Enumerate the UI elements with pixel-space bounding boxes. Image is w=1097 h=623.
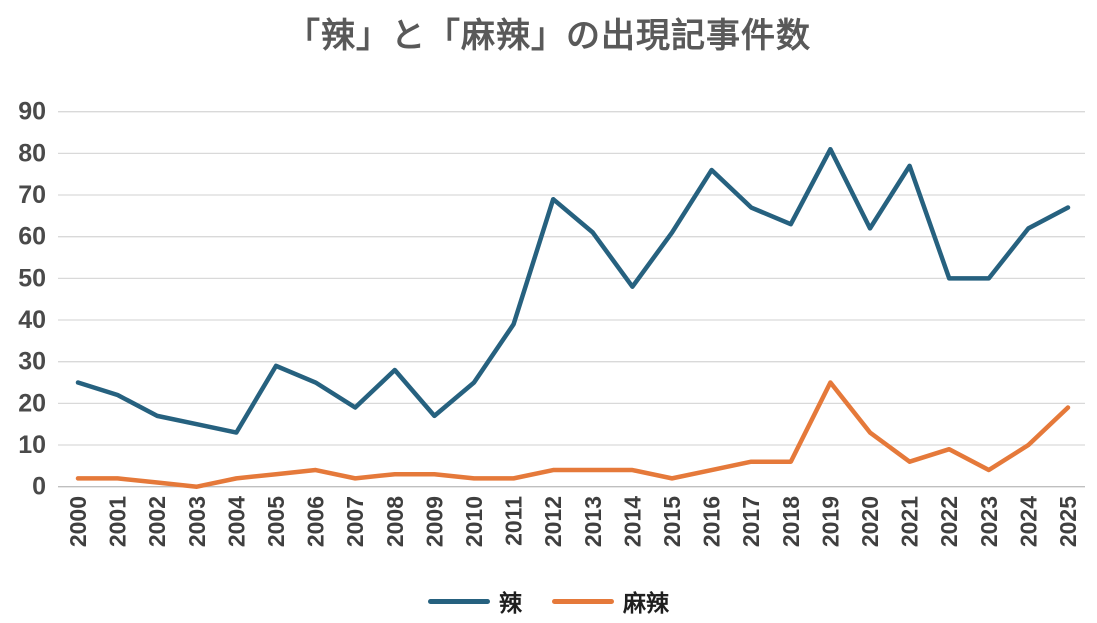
y-axis-label-10: 10 [18, 431, 46, 459]
y-axis-label-40: 40 [18, 306, 46, 334]
y-axis-label-0: 0 [32, 473, 46, 501]
x-axis-label-2024: 2024 [1015, 496, 1041, 547]
x-axis-label-2004: 2004 [223, 496, 249, 547]
x-axis-label-2023: 2023 [976, 496, 1002, 547]
x-axis-label-2022: 2022 [936, 496, 962, 547]
legend-swatch-辣 [428, 598, 490, 604]
y-axis-label-60: 60 [18, 223, 46, 251]
x-axis-label-2003: 2003 [184, 496, 210, 547]
legend-item-辣: 辣 [428, 584, 522, 618]
series-line-麻辣 [75, 380, 1071, 489]
legend-item-麻辣: 麻辣 [552, 584, 669, 618]
x-axis-label-2021: 2021 [897, 496, 923, 547]
legend-swatch-麻辣 [552, 598, 614, 604]
x-axis-label-2006: 2006 [303, 496, 329, 547]
x-axis-label-2020: 2020 [857, 496, 883, 547]
x-axis-label-2000: 2000 [65, 496, 91, 547]
x-axis-label-2013: 2013 [580, 496, 606, 547]
chart-title: 「辣」と「麻辣」の出現記事件数 [286, 17, 811, 55]
x-axis-label-2008: 2008 [382, 496, 408, 547]
x-axis-label-2001: 2001 [105, 496, 131, 547]
x-axis-label-2015: 2015 [659, 496, 685, 547]
y-axis-label-30: 30 [18, 348, 46, 376]
x-axis-label-2025: 2025 [1055, 496, 1081, 547]
x-axis-label-2007: 2007 [342, 496, 368, 547]
x-axis-label-2019: 2019 [817, 496, 843, 547]
y-axis-label-90: 90 [18, 98, 46, 126]
y-axis-label-50: 50 [18, 264, 46, 292]
x-axis-label-2002: 2002 [144, 496, 170, 547]
x-axis-label-2005: 2005 [263, 496, 289, 547]
x-axis-label-2011: 2011 [501, 496, 527, 546]
x-axis-label-2016: 2016 [699, 496, 725, 547]
legend-label-辣: 辣 [499, 590, 522, 616]
x-axis-label-2014: 2014 [619, 496, 645, 547]
y-axis-label-80: 80 [18, 139, 46, 167]
y-axis-label-70: 70 [18, 181, 46, 209]
series-line-辣 [75, 146, 1071, 435]
x-axis-label-2012: 2012 [540, 496, 566, 547]
x-axis-label-2018: 2018 [778, 496, 804, 547]
legend-label-麻辣: 麻辣 [623, 590, 669, 616]
x-axis-label-2010: 2010 [461, 496, 487, 547]
chart-legend: 辣 麻辣 [0, 584, 1097, 618]
y-axis-label-20: 20 [18, 389, 46, 417]
x-axis-label-2017: 2017 [738, 496, 764, 547]
x-axis-label-2009: 2009 [421, 496, 447, 547]
